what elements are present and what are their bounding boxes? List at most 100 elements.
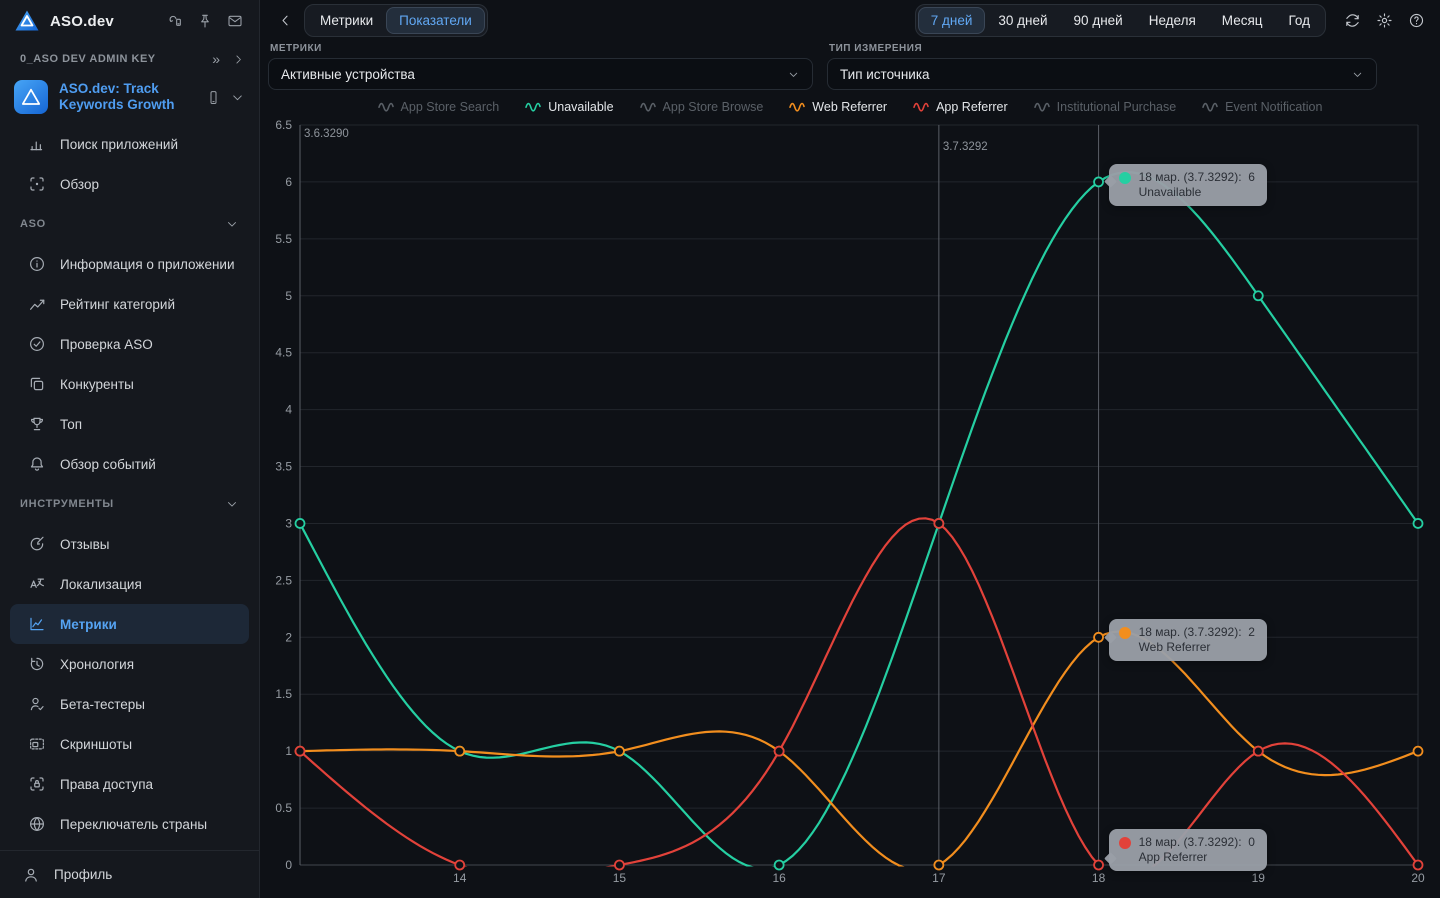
sidebar-item-label: Обзор bbox=[60, 176, 99, 192]
tooltip-series-line: App Referrer bbox=[1138, 850, 1208, 864]
legend-item[interactable]: App Store Search bbox=[377, 100, 499, 114]
measurement-select[interactable]: Тип источника bbox=[827, 58, 1377, 90]
reviews-icon bbox=[28, 535, 46, 553]
svg-text:18: 18 bbox=[1092, 871, 1106, 885]
data-point bbox=[1412, 518, 1424, 529]
range-button[interactable]: Год bbox=[1288, 13, 1311, 28]
range-button[interactable]: Неделя bbox=[1148, 13, 1196, 28]
legend-item[interactable]: Unavailable bbox=[525, 100, 614, 114]
sidebar-item-label: Права доступа bbox=[60, 776, 154, 792]
chevron-down-icon bbox=[225, 497, 239, 511]
main-content: Метрики Показатели 7 дней 30 дней 90 дней Не… bbox=[260, 0, 1440, 898]
legend-label: Unavailable bbox=[548, 100, 614, 114]
metric-filter: МЕТРИКИ Активные устройства bbox=[268, 43, 813, 90]
sidebar-header-icons bbox=[167, 13, 243, 29]
app-entry[interactable]: ASO.dev: Track Keywords Growth bbox=[0, 72, 259, 120]
sidebar-item[interactable]: Рейтинг категорий bbox=[10, 284, 249, 324]
device-sync-icon[interactable] bbox=[167, 13, 183, 29]
range-button[interactable]: 90 дней bbox=[1073, 13, 1123, 28]
metric-filter-label: МЕТРИКИ bbox=[270, 43, 322, 54]
chevron-down-icon[interactable] bbox=[230, 90, 245, 105]
sidebar-item[interactable]: Права доступа bbox=[10, 764, 249, 804]
svg-text:0.5: 0.5 bbox=[275, 801, 292, 815]
range-tabs: 7 дней 30 дней 90 дней Неделя Месяц Год bbox=[914, 4, 1326, 37]
wave-icon bbox=[1033, 101, 1050, 113]
sidebar-item[interactable]: Обзор bbox=[10, 164, 249, 204]
topbar: Метрики Показатели 7 дней 30 дней 90 дней Не… bbox=[260, 0, 1440, 41]
tab-метрики[interactable]: Метрики bbox=[320, 13, 374, 28]
legend-item[interactable]: Web Referrer bbox=[789, 100, 887, 114]
admin-key-label: 0_ASO DEV ADMIN KEY bbox=[20, 53, 156, 65]
measurement-filter-label: ТИП ИЗМЕРЕНИЯ bbox=[829, 43, 923, 54]
wave-icon bbox=[377, 101, 394, 113]
sidebar-item-label: Локализация bbox=[60, 576, 142, 592]
data-point bbox=[454, 859, 466, 871]
measurement-select-value: Тип источника bbox=[840, 66, 930, 82]
sidebar-item-label: Скриншоты bbox=[60, 736, 133, 752]
sidebar-item[interactable]: Топ bbox=[10, 404, 249, 444]
range-button[interactable]: 30 дней bbox=[998, 13, 1048, 28]
sidebar-item[interactable]: Хронология bbox=[10, 644, 249, 684]
screenshots-icon bbox=[28, 735, 46, 753]
sidebar-item[interactable]: Проверка ASO bbox=[10, 324, 249, 364]
sidebar-item[interactable]: Скриншоты bbox=[10, 724, 249, 764]
gear-icon[interactable] bbox=[1372, 9, 1396, 33]
sidebar-item[interactable]: Конкуренты bbox=[10, 364, 249, 404]
data-point bbox=[773, 859, 785, 871]
double-chevron-right-icon[interactable]: » bbox=[212, 51, 220, 67]
data-point bbox=[1252, 290, 1264, 302]
sidebar-item[interactable]: Локализация bbox=[10, 564, 249, 604]
profile-label: Профиль bbox=[54, 867, 113, 882]
help-icon[interactable] bbox=[1404, 9, 1428, 33]
bar-chart-icon bbox=[28, 135, 46, 153]
legend-label: App Store Browse bbox=[662, 100, 764, 114]
svg-text:20: 20 bbox=[1411, 871, 1425, 885]
sidebar-item[interactable]: Бета-тестеры bbox=[10, 684, 249, 724]
data-point bbox=[294, 745, 306, 757]
legend-item[interactable]: Event Notification bbox=[1202, 100, 1322, 114]
sidebar-item-profile[interactable]: Профиль bbox=[0, 850, 259, 898]
tooltip-text: 18 мар. (3.7.3292): 2 Web Referrer bbox=[1139, 625, 1255, 655]
tooltip-text: 18 мар. (3.7.3292): 6 Unavailable bbox=[1139, 170, 1255, 200]
sidebar-item[interactable]: Отзывы bbox=[10, 524, 249, 564]
metric-select-value: Активные устройства bbox=[281, 66, 415, 82]
back-button[interactable] bbox=[274, 10, 296, 32]
nav-section-aso[interactable]: ASO bbox=[0, 204, 259, 244]
legend-item[interactable]: App Referrer bbox=[913, 100, 1008, 114]
legend-label: Event Notification bbox=[1225, 100, 1323, 114]
range-button[interactable]: 7 дней bbox=[917, 7, 986, 34]
metrics-chart[interactable]: 0 0.5 1 1.5 2 2.5 3 3.5 4 4.5 5 5.5 6 6.5 3.6.3290 3.7.… bbox=[260, 119, 1440, 895]
svg-text:5: 5 bbox=[285, 289, 292, 303]
sidebar-item[interactable]: Метрики bbox=[10, 604, 249, 644]
svg-text:3: 3 bbox=[285, 516, 292, 530]
refresh-icon[interactable] bbox=[1340, 9, 1364, 33]
legend-item[interactable]: App Store Browse bbox=[639, 100, 764, 114]
chart-tooltip: 18 мар. (3.7.3292): 2 Web Referrer bbox=[1108, 619, 1267, 662]
mail-icon[interactable] bbox=[227, 13, 243, 29]
legend-item[interactable]: Institutional Purchase bbox=[1033, 100, 1176, 114]
phone-icon[interactable] bbox=[206, 90, 221, 105]
sidebar-item-label: Информация о приложении bbox=[60, 256, 235, 272]
svg-text:4: 4 bbox=[285, 403, 292, 417]
metric-select[interactable]: Активные устройства bbox=[268, 58, 813, 90]
range-button[interactable]: Месяц bbox=[1221, 13, 1263, 28]
chart-legend: App Store Search Unavailable App Store Bro… bbox=[260, 95, 1440, 119]
nav-section-инструменты[interactable]: ИНСТРУМЕНТЫ bbox=[0, 484, 259, 524]
svg-text:19: 19 bbox=[1252, 871, 1266, 885]
sidebar-item[interactable]: Переключатель страны bbox=[10, 804, 249, 844]
data-point bbox=[933, 518, 945, 529]
data-point bbox=[1252, 745, 1264, 757]
legend-label: App Referrer bbox=[936, 100, 1008, 114]
sidebar-item[interactable]: Информация о приложении bbox=[10, 244, 249, 284]
pin-icon[interactable] bbox=[197, 13, 213, 29]
tooltip-series-dot bbox=[1118, 627, 1131, 640]
svg-text:3.5: 3.5 bbox=[275, 460, 292, 474]
tab-показатели[interactable]: Показатели bbox=[386, 7, 485, 34]
sidebar-item[interactable]: Поиск приложений bbox=[10, 124, 249, 164]
chevron-right-icon[interactable] bbox=[232, 53, 245, 66]
data-point bbox=[614, 745, 625, 757]
aso-logo-icon bbox=[15, 10, 39, 31]
svg-text:17: 17 bbox=[932, 871, 946, 885]
sidebar-item[interactable]: Обзор событий bbox=[10, 444, 249, 484]
